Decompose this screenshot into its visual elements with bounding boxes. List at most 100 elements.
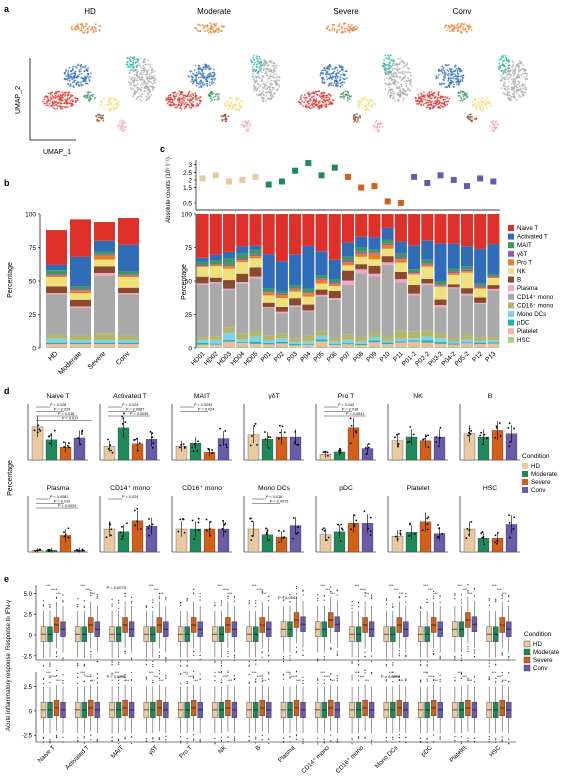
- e-outlier: [55, 669, 58, 672]
- e-outlier: [90, 674, 92, 676]
- d-point: [81, 429, 84, 432]
- c-seg: [209, 277, 222, 283]
- e-outlier: [255, 736, 257, 738]
- d-point: [250, 517, 252, 520]
- e-outlier: [77, 676, 79, 678]
- c-legend-swatch: [508, 259, 514, 266]
- d-point: [513, 427, 515, 430]
- e-outlier: [193, 738, 195, 740]
- c-seg: [368, 265, 381, 274]
- d-point: [151, 436, 154, 439]
- d-point: [136, 507, 139, 510]
- c-seg: [421, 263, 434, 265]
- e-outlier: [111, 674, 113, 676]
- e-outlier: [323, 741, 325, 743]
- b-seg: [118, 275, 139, 277]
- d-point: [480, 532, 483, 535]
- e-outlier: [467, 646, 469, 648]
- d-point: [355, 519, 358, 522]
- e-outlier: [111, 679, 113, 681]
- b-seg: [46, 274, 67, 276]
- e-stars: ***: [423, 583, 428, 588]
- e-outlier: [495, 677, 497, 679]
- e-outlier: [145, 606, 147, 608]
- c-seg: [328, 347, 341, 348]
- e-outlier: [268, 742, 270, 744]
- e-outlier: [439, 657, 441, 659]
- e-outlier: [460, 594, 463, 596]
- c-seg: [434, 243, 447, 282]
- b-seg: [70, 339, 91, 343]
- c-seg: [315, 339, 328, 342]
- e-boxgroup: *********: [280, 670, 306, 745]
- e-stars: ***: [193, 678, 198, 683]
- e-outlier: [323, 595, 325, 597]
- b-bar-severe: [94, 222, 115, 348]
- d-point: [367, 446, 370, 449]
- e-outlier: [117, 607, 120, 609]
- c-count-point: [411, 173, 418, 180]
- e-outlier: [501, 736, 503, 738]
- e-outlier: [152, 738, 154, 740]
- e-outlier: [145, 741, 147, 743]
- e-stars: ***: [262, 678, 267, 683]
- e-outlier: [268, 660, 270, 662]
- e-outlier: [62, 600, 64, 602]
- e-outlier: [83, 742, 85, 744]
- c-seg: [421, 240, 434, 260]
- d-point: [149, 430, 152, 433]
- e-outlier: [255, 681, 257, 683]
- d-point: [81, 548, 84, 551]
- e-stars: ***: [149, 670, 154, 675]
- e-outlier: [336, 680, 338, 682]
- d-point: [124, 421, 127, 423]
- d-point: [138, 442, 141, 445]
- d-point: [193, 443, 196, 446]
- c-top-tick-label: 1.5: [183, 185, 192, 192]
- e-outlier: [145, 659, 147, 661]
- c-seg: [460, 346, 473, 348]
- c-legend-swatch: [508, 250, 514, 257]
- c-seg: [236, 333, 249, 340]
- d-point: [109, 444, 112, 447]
- c-seg: [289, 343, 302, 346]
- d-subplot-title: CD16⁺ mono: [182, 485, 222, 492]
- b-tick-label: 0: [32, 346, 36, 353]
- e-outlier: [426, 665, 428, 667]
- d-point: [322, 451, 325, 453]
- c-seg: [394, 346, 407, 348]
- c-seg: [487, 214, 500, 245]
- e-outlier: [282, 678, 285, 680]
- e-outlier: [111, 605, 113, 607]
- c-seg: [302, 347, 315, 348]
- d-point: [426, 523, 429, 525]
- b-seg: [46, 294, 67, 335]
- c-top-tick-label: 2.5: [183, 170, 192, 177]
- c-seg: [487, 340, 500, 343]
- e-outlier: [364, 669, 366, 671]
- c-seg: [474, 287, 487, 289]
- e-outlier: [508, 594, 510, 597]
- d-point: [427, 446, 430, 449]
- e-outlier: [420, 740, 422, 743]
- d-subplot-title: CD14⁺ mono: [110, 485, 150, 492]
- d-point: [197, 521, 200, 524]
- e-outlier: [261, 656, 263, 658]
- c-seg: [474, 297, 487, 303]
- c-seg: [236, 339, 249, 343]
- e-outlier: [193, 588, 195, 590]
- e-outlier: [501, 595, 503, 597]
- e-outlier: [248, 664, 250, 666]
- d-point: [121, 535, 124, 538]
- e-outlier: [193, 734, 195, 736]
- c-count-point: [384, 198, 391, 205]
- c-seg: [196, 257, 209, 262]
- b-seg: [118, 346, 139, 348]
- b-seg: [46, 275, 67, 277]
- c-seg: [196, 261, 209, 266]
- d-subplot-title: Mono DCs: [258, 485, 291, 492]
- b-tick-label: 100: [25, 212, 36, 219]
